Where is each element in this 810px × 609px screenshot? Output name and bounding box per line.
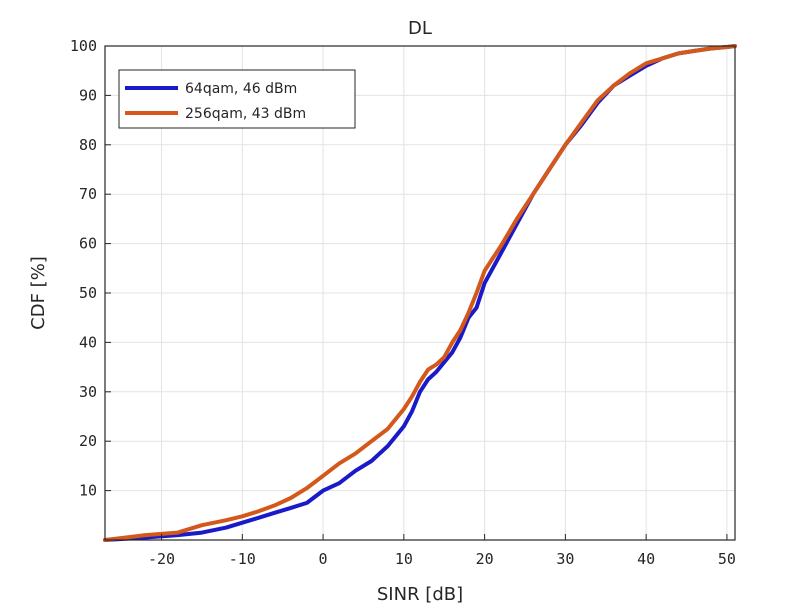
series-line-1	[103, 44, 737, 542]
x-axis-title: SINR [dB]	[377, 584, 463, 605]
y-tick-label: 50	[79, 284, 97, 302]
x-tick-label: 10	[395, 550, 413, 568]
x-tick-label: -20	[148, 550, 175, 568]
legend: 64qam, 46 dBm 256qam, 43 dBm	[118, 69, 356, 129]
legend-box	[118, 69, 356, 129]
y-tick-label: 40	[79, 333, 97, 351]
y-tick-label: 70	[79, 185, 97, 203]
y-tick-label: 60	[79, 235, 97, 253]
x-tick-label: 50	[718, 550, 736, 568]
y-tick-label: 90	[79, 86, 97, 104]
y-tick-label: 80	[79, 136, 97, 154]
ticks: -20 -10 0 10 20 30 40 50 10 20 30 40 50 60 70 80 90 100	[70, 37, 736, 568]
x-tick-label: -10	[229, 550, 256, 568]
legend-label-256qam: 256qam, 43 dBm	[185, 106, 306, 122]
y-tick-label: 10	[79, 482, 97, 500]
x-tick-label: 20	[476, 550, 494, 568]
y-tick-label: 30	[79, 383, 97, 401]
legend-label-64qam: 64qam, 46 dBm	[185, 81, 297, 97]
x-tick-label: 0	[319, 550, 328, 568]
x-tick-label: 30	[556, 550, 574, 568]
y-tick-label: 100	[70, 37, 97, 55]
chart-title: DL	[408, 18, 432, 39]
y-axis-title: CDF [%]	[28, 256, 49, 330]
y-tick-label: 20	[79, 432, 97, 450]
series-layer	[103, 44, 737, 542]
x-tick-label: 40	[637, 550, 655, 568]
